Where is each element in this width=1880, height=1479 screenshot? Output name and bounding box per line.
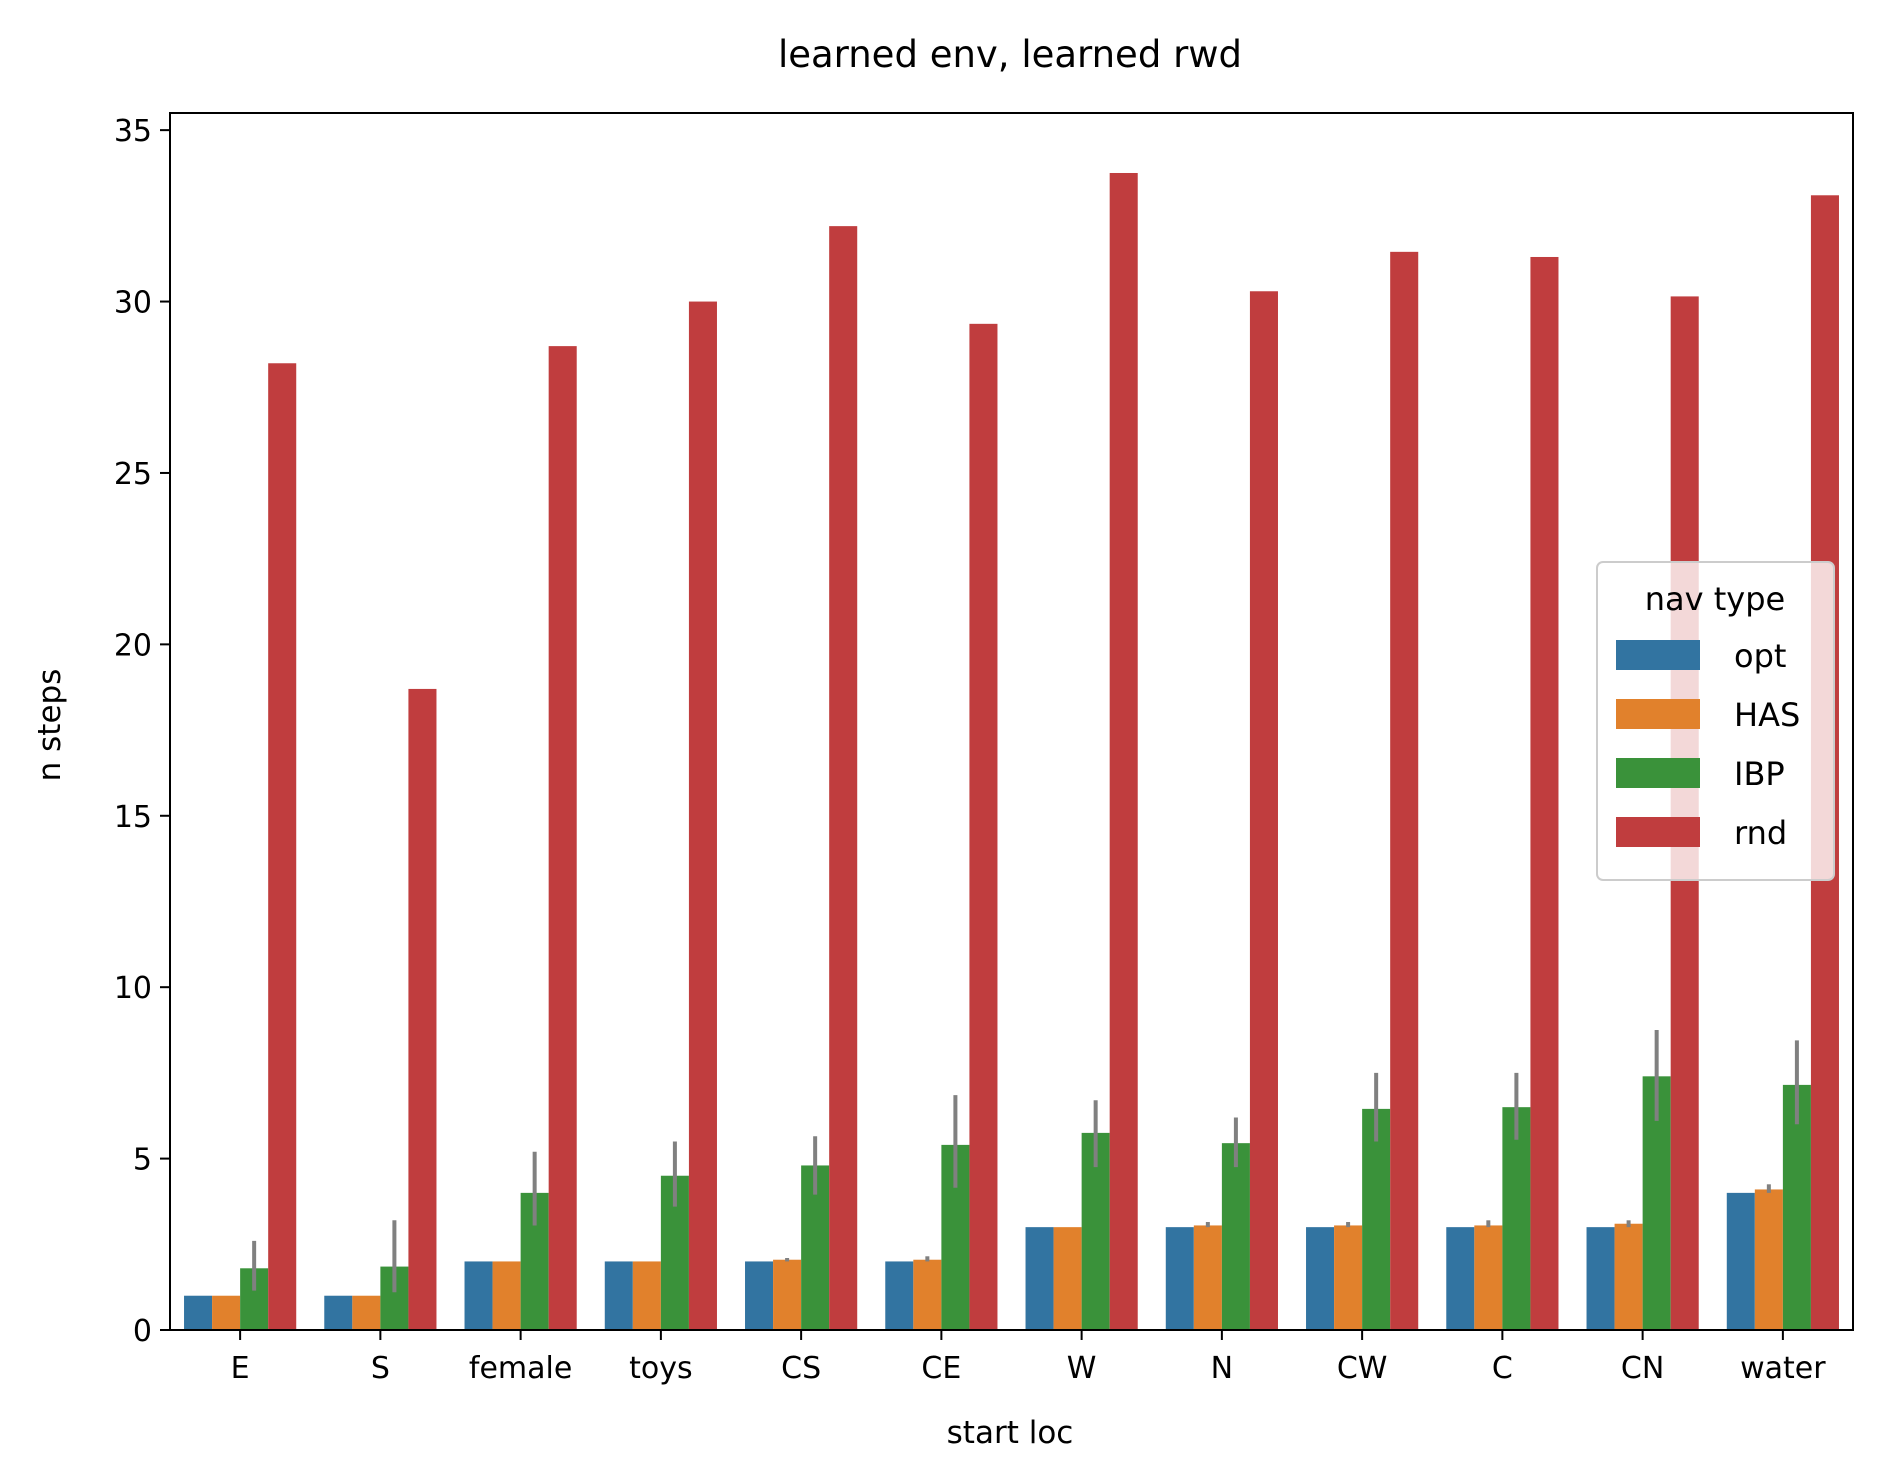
bar-HAS-female	[492, 1261, 521, 1330]
legend-swatch-opt	[1616, 640, 1700, 670]
bar-opt-CS	[745, 1261, 774, 1330]
x-tick-label: female	[469, 1351, 572, 1386]
bar-opt-female	[464, 1261, 493, 1330]
bar-opt-water	[1726, 1192, 1755, 1330]
bar-opt-N	[1165, 1227, 1194, 1330]
y-tick-label: 30	[114, 286, 152, 321]
bar-HAS-N	[1193, 1225, 1222, 1330]
bar-opt-CW	[1306, 1227, 1335, 1330]
bar-rnd-female	[548, 346, 577, 1330]
x-tick-label: CW	[1337, 1351, 1388, 1386]
bar-rnd-toys	[688, 301, 717, 1330]
bar-rnd-S	[408, 688, 437, 1330]
legend-label-IBP: IBP	[1734, 755, 1785, 793]
bar-rnd-W	[1109, 172, 1138, 1331]
bar-HAS-CS	[773, 1259, 802, 1330]
legend-swatch-IBP	[1616, 758, 1700, 788]
x-axis-title: start loc	[947, 1415, 1074, 1451]
bar-opt-S	[324, 1295, 353, 1330]
bar-HAS-CW	[1334, 1225, 1363, 1330]
y-tick-label: 35	[114, 114, 152, 149]
x-tick-label: CN	[1621, 1351, 1664, 1386]
legend-label-HAS: HAS	[1734, 696, 1800, 734]
legend-label-opt: opt	[1734, 637, 1786, 675]
bar-opt-toys	[604, 1261, 633, 1330]
y-tick-label: 0	[133, 1314, 152, 1349]
legend-title: nav type	[1645, 580, 1785, 618]
y-tick-label: 15	[114, 800, 152, 835]
bar-HAS-E	[212, 1295, 241, 1330]
bar-rnd-N	[1249, 291, 1278, 1330]
bar-opt-E	[184, 1295, 213, 1330]
error-bars-layer	[252, 1030, 1799, 1293]
bar-HAS-CN	[1614, 1223, 1643, 1330]
bar-rnd-E	[268, 363, 297, 1330]
bar-opt-W	[1025, 1227, 1054, 1330]
x-tick-label: E	[231, 1351, 250, 1386]
legend-items: opt HAS IBP rnd	[1616, 637, 1800, 852]
y-axis: 0 5 10 15 20 25 30 35	[114, 114, 170, 1349]
y-tick-label: 20	[114, 628, 152, 663]
x-tick-label: N	[1211, 1351, 1233, 1386]
bar-IBP-CW	[1362, 1108, 1391, 1330]
chart-title: learned env, learned rwd	[778, 33, 1242, 76]
x-tick-label: CS	[781, 1351, 821, 1386]
x-tick-label: water	[1740, 1351, 1826, 1386]
bar-opt-CE	[885, 1261, 914, 1330]
y-tick-label: 25	[114, 457, 152, 492]
bar-IBP-C	[1502, 1107, 1531, 1330]
legend-label-rnd: rnd	[1734, 814, 1787, 852]
bar-rnd-CW	[1390, 251, 1419, 1331]
x-tick-label: W	[1067, 1351, 1097, 1386]
bar-HAS-toys	[632, 1261, 661, 1330]
bar-opt-CN	[1586, 1227, 1615, 1330]
bar-HAS-C	[1474, 1225, 1503, 1330]
y-axis-title: n steps	[32, 669, 68, 782]
x-tick-label: CE	[921, 1351, 961, 1386]
legend: nav type opt HAS IBP rnd	[1596, 561, 1835, 881]
bar-HAS-W	[1053, 1227, 1082, 1330]
x-tick-label: toys	[629, 1351, 693, 1386]
x-tick-label: C	[1492, 1351, 1513, 1386]
bar-rnd-CS	[829, 226, 858, 1330]
bar-rnd-CE	[969, 323, 998, 1331]
plot-frame	[169, 112, 1854, 1331]
y-tick-label: 5	[133, 1143, 152, 1178]
legend-swatch-rnd	[1616, 817, 1700, 847]
bar-rnd-C	[1530, 256, 1559, 1331]
bar-IBP-N	[1221, 1143, 1250, 1330]
bar-HAS-S	[352, 1295, 381, 1330]
y-tick-label: 10	[114, 971, 152, 1006]
bar-HAS-water	[1754, 1189, 1783, 1330]
bar-opt-C	[1446, 1227, 1475, 1330]
bar-IBP-water	[1782, 1084, 1811, 1330]
bar-HAS-CE	[913, 1259, 942, 1330]
x-tick-label: S	[371, 1351, 390, 1386]
legend-swatch-HAS	[1616, 699, 1700, 729]
